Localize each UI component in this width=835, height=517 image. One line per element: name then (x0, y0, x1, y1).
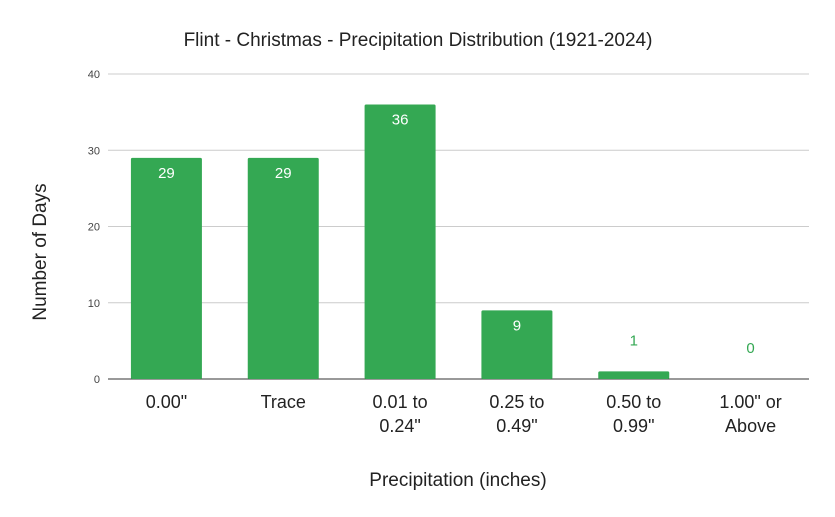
data-label: 29 (275, 165, 292, 182)
x-axis-title: Precipitation (inches) (369, 470, 546, 491)
bar (481, 310, 553, 379)
y-axis-title: Number of Days (30, 183, 51, 320)
y-tick-label: 40 (88, 69, 100, 81)
bars (130, 104, 670, 379)
data-label: 36 (392, 112, 409, 129)
y-tick-label: 0 (94, 374, 100, 386)
y-tick-label: 30 (88, 145, 100, 157)
x-tick-label: 0.25 to 0.49" (489, 392, 544, 436)
x-tick-label: 0.50 to 0.99" (606, 392, 661, 436)
data-labels: 29 29 36 9 1 0 (158, 112, 755, 358)
y-tick-label: 10 (88, 298, 100, 310)
x-tick-labels: 0.00" Trace 0.01 to 0.24" 0.25 to 0.49" 0.50 t… (146, 392, 782, 436)
bar (247, 157, 319, 379)
chart-title: Flint - Christmas - Precipitation Distri… (184, 30, 653, 51)
x-tick-label: 1.00" or Above (719, 392, 781, 436)
y-tick-label: 20 (88, 222, 100, 234)
data-label: 29 (158, 165, 175, 182)
data-label: 1 (630, 332, 638, 349)
x-tick-label: Trace (261, 392, 306, 412)
bar (130, 157, 202, 379)
x-tick-label: 0.01 to 0.24" (373, 392, 428, 436)
data-label: 9 (513, 317, 521, 334)
bar (598, 371, 670, 379)
bar (364, 104, 436, 379)
x-tick-label: 0.00" (146, 392, 187, 412)
data-label: 0 (746, 340, 754, 357)
